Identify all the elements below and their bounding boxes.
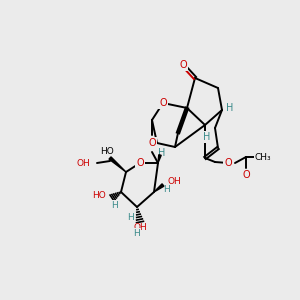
Text: O: O <box>159 98 167 108</box>
Text: CH₃: CH₃ <box>255 152 271 161</box>
Text: H: H <box>226 103 234 113</box>
Text: H: H <box>158 148 166 158</box>
Text: OH: OH <box>76 158 90 167</box>
Text: H: H <box>128 214 134 223</box>
Text: H: H <box>164 185 170 194</box>
Text: O: O <box>224 158 232 168</box>
Polygon shape <box>158 155 161 163</box>
Polygon shape <box>154 184 164 192</box>
Text: OH: OH <box>168 178 182 187</box>
Text: HO: HO <box>100 148 114 157</box>
Text: H: H <box>203 132 211 142</box>
Text: O: O <box>179 60 187 70</box>
Text: O: O <box>136 158 144 168</box>
Text: H: H <box>134 229 140 238</box>
Text: O: O <box>148 138 156 148</box>
Text: HO: HO <box>92 191 106 200</box>
Polygon shape <box>109 157 126 172</box>
Text: H: H <box>112 200 118 209</box>
Text: OH: OH <box>133 224 147 232</box>
Text: O: O <box>242 170 250 180</box>
